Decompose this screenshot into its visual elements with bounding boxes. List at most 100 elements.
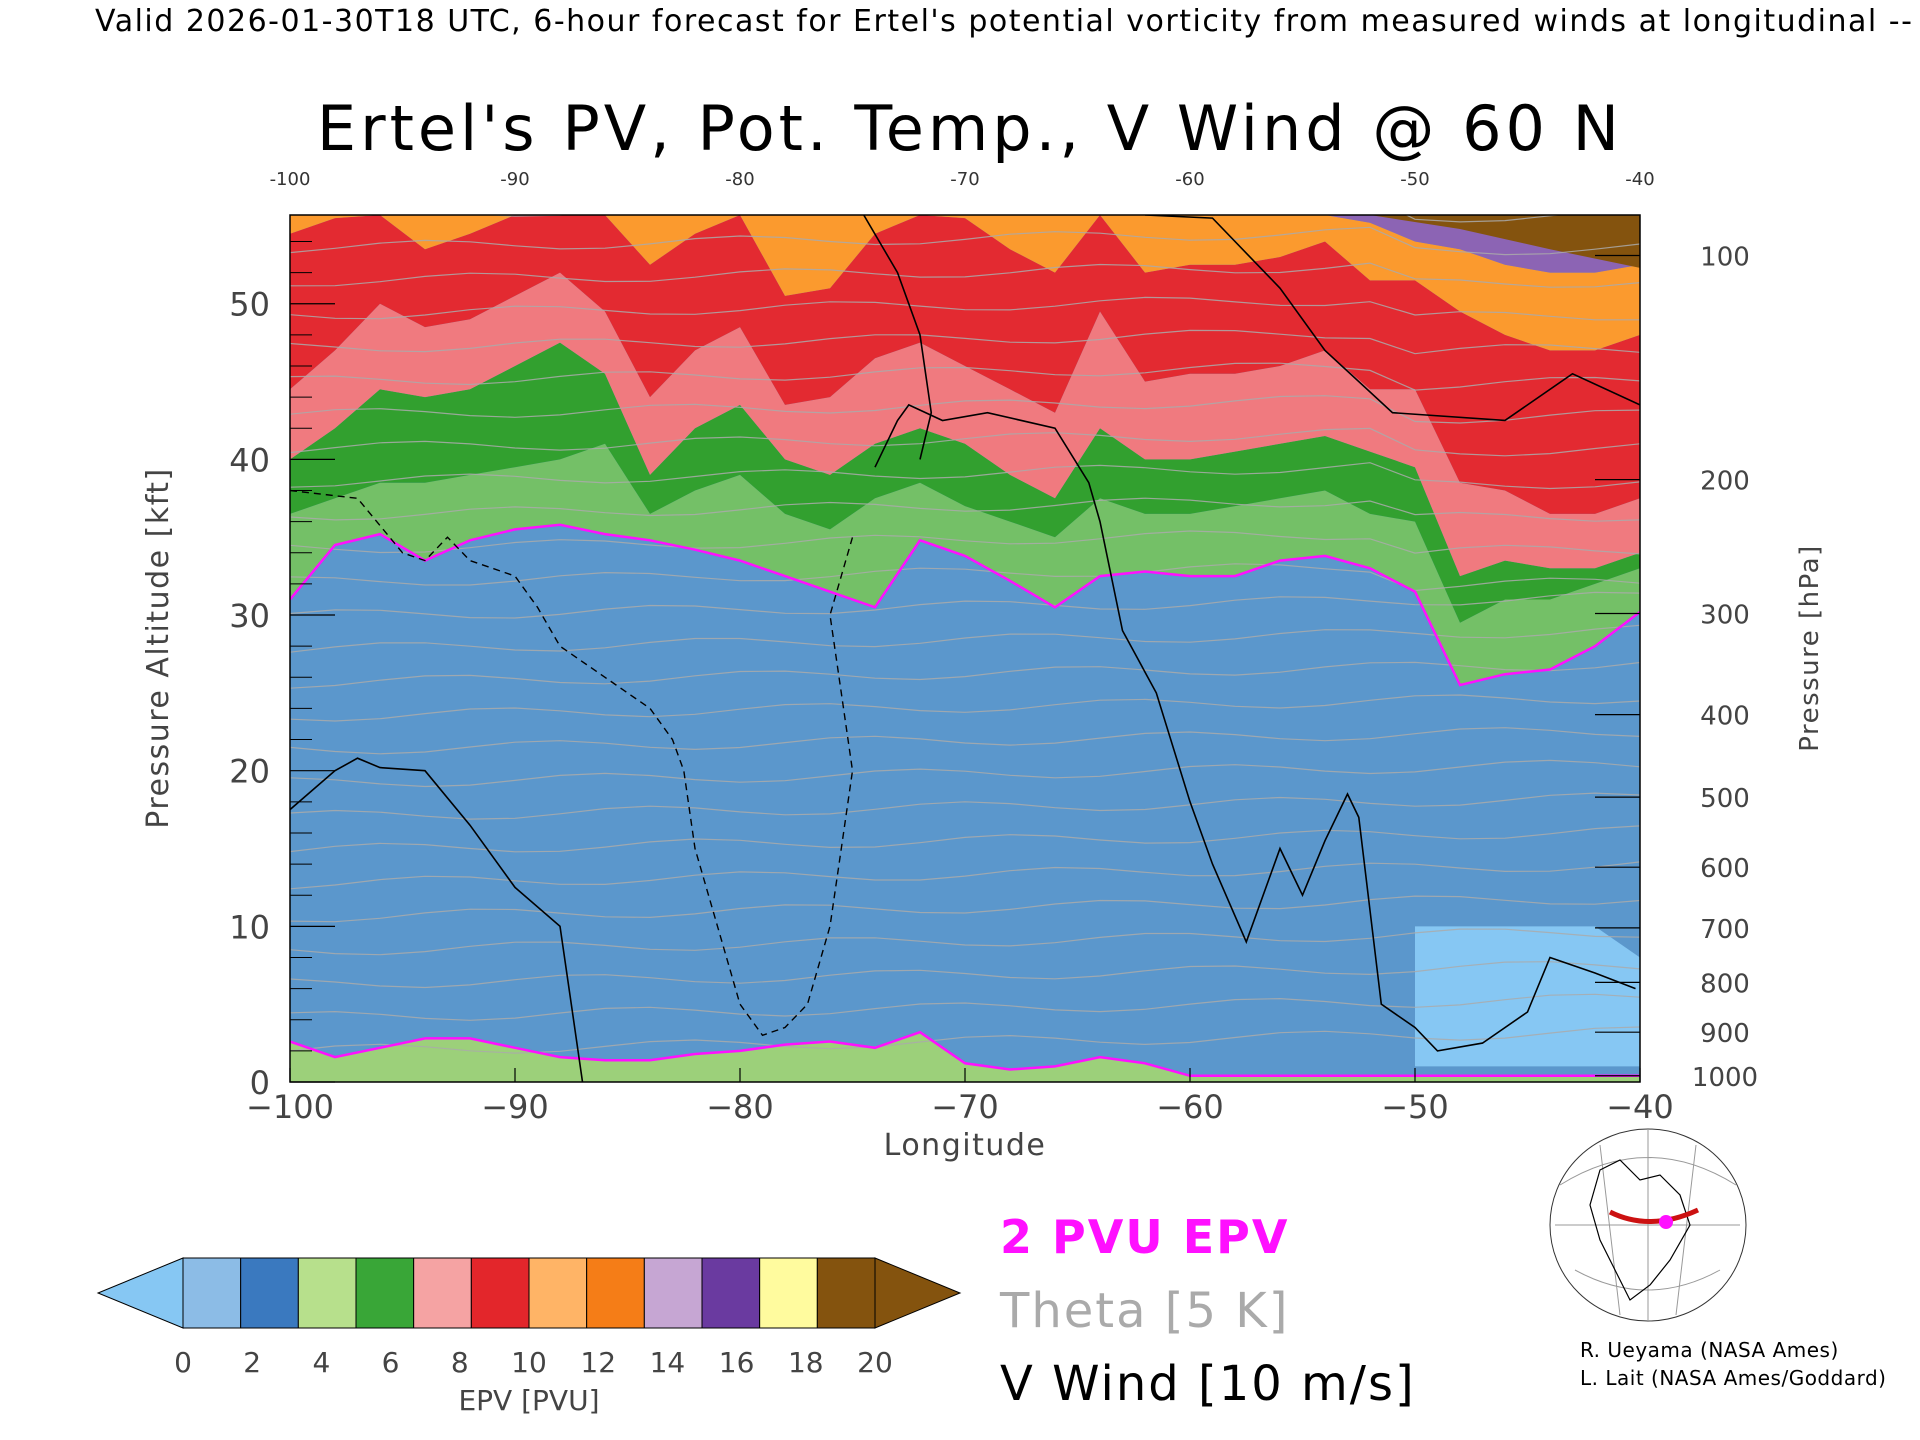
x-tick-label: −60 xyxy=(1156,1088,1224,1126)
theta-contour xyxy=(290,362,1640,391)
plot-area xyxy=(290,215,1640,1082)
colorbar-segment xyxy=(355,1257,415,1329)
colorbar-segment xyxy=(701,1257,761,1329)
colorbar-tick-label: 8 xyxy=(451,1346,469,1379)
theta-contour xyxy=(290,661,1640,689)
band-pv-over xyxy=(1370,215,1640,268)
top-banner: Valid 2026-01-30T18 UTC, 6-hour forecast… xyxy=(95,4,1920,39)
y-tick-label: 10 xyxy=(229,908,270,946)
x-top-tick-label: -80 xyxy=(725,169,754,190)
legend-vwind: V Wind [10 m/s] xyxy=(1000,1356,1416,1412)
locator-map xyxy=(1549,1128,1747,1322)
band-pv-14-18 xyxy=(290,215,1640,351)
x-tick-label: −100 xyxy=(246,1088,334,1126)
x-tick-label: −70 xyxy=(931,1088,999,1126)
vwind-upper-contour xyxy=(863,215,1640,460)
theta-contour xyxy=(290,395,1640,424)
theta-contour xyxy=(290,530,1640,555)
pressure-tick-label: 100 xyxy=(1700,242,1750,272)
band-surface-pv xyxy=(290,1032,1640,1082)
colorbar-under-arrow xyxy=(96,1257,184,1329)
theta-contour xyxy=(290,462,1640,490)
legend-theta: Theta [5 K] xyxy=(1000,1283,1290,1339)
colorbar-tick-label: 0 xyxy=(174,1346,192,1379)
y-axis-label: Pressure Altitude [kft] xyxy=(141,467,176,828)
colorbar-tick-label: 4 xyxy=(312,1346,330,1379)
colorbar-tick-label: 12 xyxy=(580,1346,616,1379)
y-tick-label: 40 xyxy=(229,441,270,479)
theta-contour xyxy=(290,825,1640,853)
legend-pvu: 2 PVU EPV xyxy=(1000,1210,1290,1264)
colorbar-segment xyxy=(413,1257,472,1329)
colorbar-segment xyxy=(586,1257,645,1329)
colorbar-label: EPV [PVU] xyxy=(458,1384,599,1417)
x-axis-label: Longitude xyxy=(884,1128,1047,1163)
pressure-tick-label: 600 xyxy=(1700,854,1750,884)
x-top-tick-label: -50 xyxy=(1400,169,1429,190)
theta-contour xyxy=(290,591,1640,619)
x-tick-label: −90 xyxy=(481,1088,549,1126)
theta-contour xyxy=(290,427,1640,457)
pressure-tick-label: 400 xyxy=(1700,702,1750,732)
colorbar-segment xyxy=(759,1257,818,1329)
band-pv-6-10 xyxy=(290,272,1640,577)
colorbar-tick-label: 10 xyxy=(511,1346,547,1379)
x-tick-label: −80 xyxy=(706,1088,774,1126)
theta-contour xyxy=(290,694,1640,722)
band-pv-2-4 xyxy=(290,443,1640,686)
pressure-tick-label: 800 xyxy=(1700,969,1750,999)
colorbar-segment xyxy=(816,1257,876,1329)
pressure-tick-label: 200 xyxy=(1700,467,1750,497)
x-top-tick-label: -40 xyxy=(1625,169,1654,190)
theta-contour xyxy=(290,497,1640,522)
pressure-tick-label: 700 xyxy=(1700,915,1750,945)
vwind-zero-contour-east xyxy=(874,403,1636,1052)
x-top-tick-label: -90 xyxy=(500,169,529,190)
map-graticule xyxy=(1555,1130,1740,1320)
x-top-tick-label: -100 xyxy=(270,169,311,190)
theta-contour xyxy=(290,215,1563,223)
colorbar-segment xyxy=(297,1257,357,1329)
y-tick-label: 20 xyxy=(229,753,270,791)
theta-contour xyxy=(290,296,1640,321)
theta-contour xyxy=(290,624,1640,653)
theta-contour xyxy=(290,792,1640,820)
y2-axis-label: Pressure [hPa] xyxy=(1795,544,1825,752)
colorbar-tick-label: 18 xyxy=(788,1346,824,1379)
y-tick-label: 30 xyxy=(229,597,270,635)
x-tick-label: −50 xyxy=(1381,1088,1449,1126)
x-top-tick-label: -70 xyxy=(950,169,979,190)
theta-contour xyxy=(290,1026,1640,1054)
credit-line-2: L. Lait (NASA Ames/Goddard) xyxy=(1580,1366,1887,1390)
theta-contour xyxy=(290,329,1640,355)
colorbar-segment xyxy=(528,1257,588,1329)
colorbar-segment xyxy=(182,1257,242,1329)
vwind-zero-contour-west xyxy=(290,757,584,1082)
vwind-neg10-contour xyxy=(290,489,854,1037)
y-tick-label: 50 xyxy=(229,286,270,324)
theta-contour xyxy=(290,727,1640,755)
theta-contour xyxy=(290,226,1640,256)
theta-contour xyxy=(290,895,1640,923)
pressure-tick-label: 300 xyxy=(1700,600,1750,630)
x-tick-label: −40 xyxy=(1606,1088,1674,1126)
colorbar-segment xyxy=(240,1257,299,1329)
x-top-tick-label: -60 xyxy=(1175,169,1204,190)
y-tick-label: 0 xyxy=(250,1064,270,1102)
theta-contour xyxy=(290,993,1640,1021)
colorbar-segment xyxy=(470,1257,530,1329)
band-pv-4-6 xyxy=(290,342,1640,623)
credit-line-1: R. Ueyama (NASA Ames) xyxy=(1580,1338,1839,1362)
pressure-tick-label: 500 xyxy=(1700,784,1750,814)
band-pv-10-14 xyxy=(290,215,1640,514)
map-coastline xyxy=(1589,1159,1691,1301)
theta-contour xyxy=(290,262,1640,288)
map-marker xyxy=(1659,1215,1673,1229)
band-pv-negative xyxy=(1415,926,1640,1067)
colorbar-tick-label: 20 xyxy=(857,1346,893,1379)
colorbar-tick-label: 6 xyxy=(382,1346,400,1379)
theta-contour xyxy=(290,961,1640,989)
pressure-tick-label: 900 xyxy=(1700,1019,1750,1049)
colorbar-tick-label: 14 xyxy=(650,1346,686,1379)
